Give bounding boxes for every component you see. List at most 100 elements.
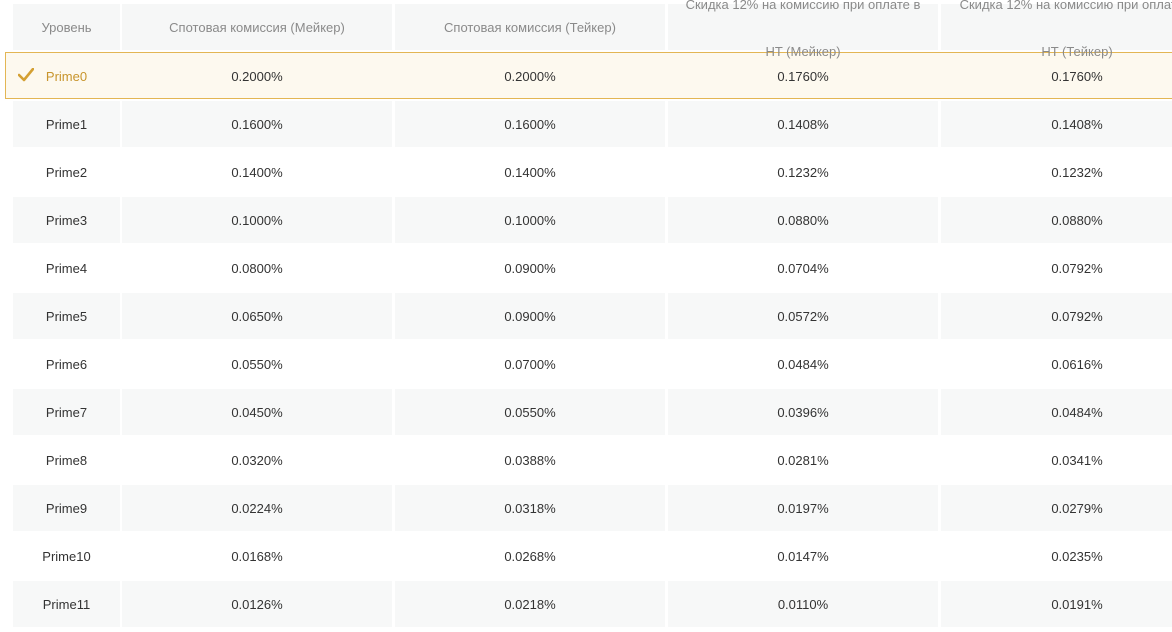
row-cell-bg (13, 389, 120, 435)
header-text: Уровень (41, 20, 92, 35)
level-cell: Prime6 (45, 356, 88, 372)
fee-cell: 0.1600% (231, 116, 283, 132)
fee-cell: 0.0168% (231, 548, 283, 564)
level-cell: Prime10 (42, 548, 91, 564)
fee-cell: 0.0880% (1051, 212, 1103, 228)
fee-cell: 0.0792% (1051, 260, 1103, 276)
row-cell-bg (668, 293, 938, 339)
fee-cell: 0.0318% (504, 500, 556, 516)
header-cell: Спотовая комиссия (Тейкер) (395, 4, 665, 51)
header-cell: Уровень (13, 4, 120, 51)
fee-cell: 0.1000% (231, 212, 283, 228)
fee-cell: 0.1400% (504, 164, 556, 180)
level-cell: Prime5 (45, 308, 88, 324)
row-cell-bg (122, 197, 392, 243)
fee-cell: 0.1232% (1051, 164, 1103, 180)
fee-cell: 0.0704% (777, 260, 829, 276)
fee-cell: 0.0484% (777, 356, 829, 372)
fee-cell: 0.1400% (231, 164, 283, 180)
fee-cell: 0.2000% (231, 68, 283, 84)
fee-cell: 0.0396% (777, 404, 829, 420)
fee-cell: 0.0484% (1051, 404, 1103, 420)
fee-cell: 0.0550% (504, 404, 556, 420)
level-cell: Prime2 (45, 164, 88, 180)
level-cell: Prime11 (42, 596, 91, 612)
fee-cell: 0.0792% (1051, 308, 1103, 324)
row-cell-bg (668, 389, 938, 435)
fee-cell: 0.0235% (1051, 548, 1103, 564)
fee-cell: 0.2000% (504, 68, 556, 84)
row-cell-bg (668, 581, 938, 627)
row-cell-bg (941, 485, 1172, 531)
fee-cell: 0.0341% (1051, 452, 1103, 468)
fee-cell: 0.1760% (1051, 68, 1103, 84)
fee-cell: 0.1232% (777, 164, 829, 180)
current-level-highlight (5, 52, 1172, 99)
header-cell: Спотовая комиссия (Мейкер) (122, 4, 392, 51)
row-cell-bg (395, 581, 665, 627)
row-cell-bg (13, 197, 120, 243)
check-icon (18, 68, 34, 82)
row-cell-bg (122, 293, 392, 339)
row-cell-bg (941, 389, 1172, 435)
row-cell-bg (941, 293, 1172, 339)
fee-cell: 0.0550% (231, 356, 283, 372)
header-cell-bg (395, 4, 665, 50)
header-cell: Скидка 12% на комиссию при оплате в HT (… (941, 0, 1172, 75)
fee-cell: 0.0218% (504, 596, 556, 612)
row-cell-bg (941, 581, 1172, 627)
fee-cell: 0.0126% (231, 596, 283, 612)
row-cell-bg (122, 101, 392, 147)
fee-cell: 0.1600% (504, 116, 556, 132)
row-cell-bg (941, 101, 1172, 147)
row-cell-bg (13, 293, 120, 339)
fee-cell: 0.0281% (777, 452, 829, 468)
fee-cell: 0.1000% (504, 212, 556, 228)
fee-cell: 0.0572% (777, 308, 829, 324)
fee-cell: 0.0224% (231, 500, 283, 516)
row-cell-bg (668, 485, 938, 531)
header-text: Спотовая комиссия (Тейкер) (444, 20, 616, 35)
level-cell: Prime4 (45, 260, 88, 276)
header-cell-bg (13, 4, 120, 50)
fee-cell: 0.0700% (504, 356, 556, 372)
header-cell-bg (668, 4, 938, 50)
row-cell-bg (13, 101, 120, 147)
fee-cell: 0.0197% (777, 500, 829, 516)
fee-cell: 0.0279% (1051, 500, 1103, 516)
row-cell-bg (395, 293, 665, 339)
fee-cell: 0.0450% (231, 404, 283, 420)
header-text: Скидка 12% на комиссию при оплате в HT (… (685, 0, 921, 59)
fee-cell: 0.0110% (777, 596, 829, 612)
header-cell: Скидка 12% на комиссию при оплате в HT (… (668, 0, 938, 75)
row-cell-bg (395, 389, 665, 435)
fee-cell: 0.0320% (231, 452, 283, 468)
row-cell-bg (395, 485, 665, 531)
row-cell-bg (668, 197, 938, 243)
row-cell-bg (668, 101, 938, 147)
fee-cell: 0.0900% (504, 308, 556, 324)
header-cell-bg (122, 4, 392, 50)
fee-cell: 0.0650% (231, 308, 283, 324)
fee-cell: 0.0147% (777, 548, 829, 564)
level-cell: Prime0 (45, 68, 88, 84)
fee-cell: 0.0800% (231, 260, 283, 276)
fee-cell: 0.0900% (504, 260, 556, 276)
fee-cell: 0.1760% (777, 68, 829, 84)
row-cell-bg (941, 197, 1172, 243)
row-cell-bg (13, 581, 120, 627)
level-cell: Prime7 (45, 404, 88, 420)
header-cell-bg (941, 4, 1172, 50)
fee-cell: 0.0191% (1051, 596, 1103, 612)
row-cell-bg (395, 197, 665, 243)
fee-cell: 0.1408% (777, 116, 829, 132)
level-cell: Prime9 (45, 500, 88, 516)
header-text: Скидка 12% на комиссию при оплате в HT (… (959, 0, 1172, 59)
level-cell: Prime8 (45, 452, 88, 468)
row-cell-bg (13, 485, 120, 531)
level-cell: Prime1 (45, 116, 88, 132)
row-cell-bg (122, 581, 392, 627)
row-cell-bg (122, 389, 392, 435)
fee-cell: 0.0616% (1051, 356, 1103, 372)
